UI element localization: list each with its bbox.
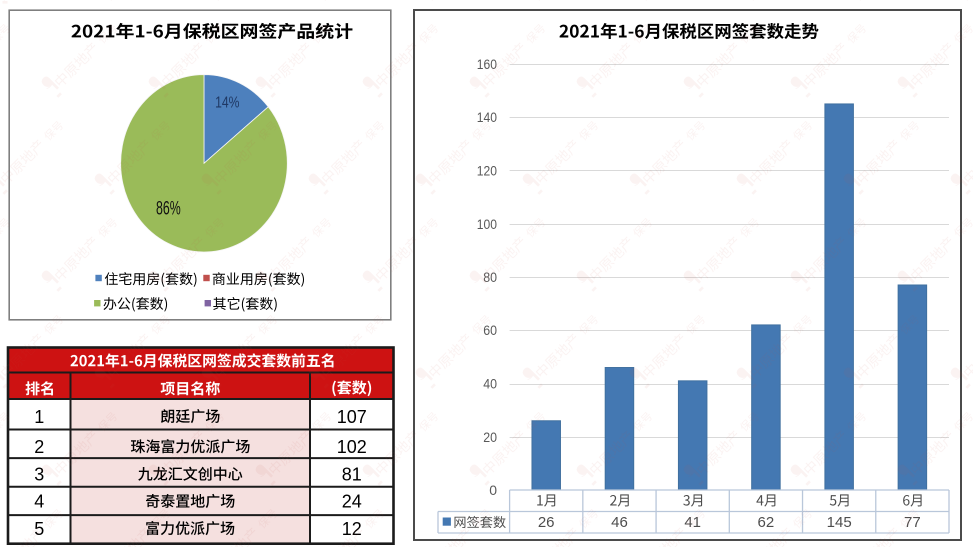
svg-text:100: 100 [477, 216, 497, 232]
svg-text:80: 80 [483, 269, 497, 285]
svg-text:86%: 86% [156, 199, 181, 220]
svg-text:24: 24 [342, 492, 362, 512]
svg-text:46: 46 [611, 514, 628, 531]
svg-text:107: 107 [337, 407, 367, 427]
svg-text:12: 12 [342, 519, 362, 539]
svg-text:81: 81 [342, 464, 362, 484]
svg-text:0: 0 [489, 482, 497, 498]
svg-text:160: 160 [477, 56, 497, 72]
svg-text:102: 102 [337, 437, 367, 457]
svg-text:60: 60 [483, 322, 497, 338]
svg-text:14%: 14% [215, 94, 239, 111]
svg-text:62: 62 [758, 514, 775, 531]
svg-text:1: 1 [34, 407, 44, 427]
svg-text:20: 20 [483, 429, 497, 445]
svg-text:4: 4 [34, 492, 44, 512]
svg-text:145: 145 [827, 514, 852, 531]
svg-text:140: 140 [477, 109, 497, 125]
svg-text:26: 26 [538, 514, 555, 531]
svg-text:3: 3 [34, 464, 44, 484]
svg-text:120: 120 [477, 163, 497, 179]
svg-text:40: 40 [483, 376, 497, 392]
svg-text:5: 5 [34, 519, 44, 539]
svg-text:2: 2 [34, 437, 44, 457]
